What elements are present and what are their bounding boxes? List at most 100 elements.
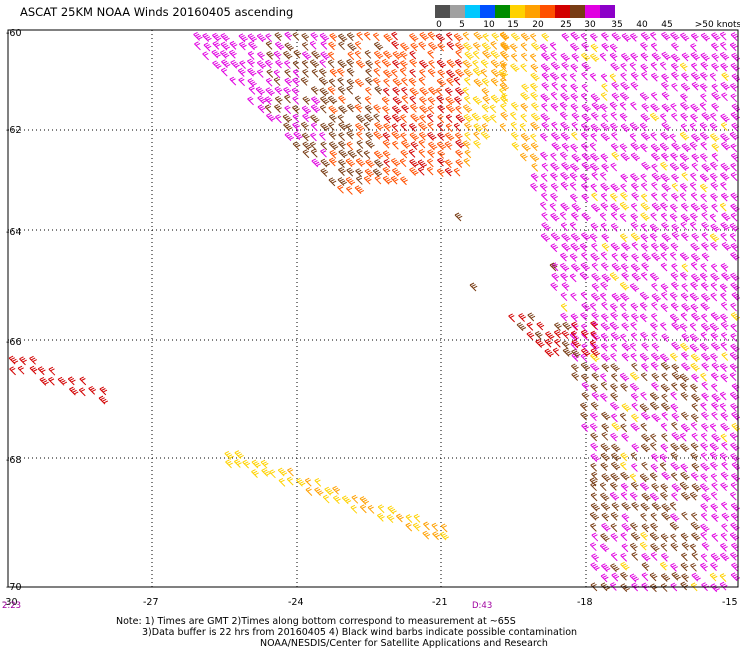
wind-barb — [310, 132, 317, 142]
wind-barb — [559, 151, 568, 161]
wind-barb — [721, 461, 729, 471]
wind-barb — [535, 339, 545, 348]
wind-barb — [501, 93, 509, 102]
wind-barb — [731, 411, 740, 421]
footnote-line-2: 3)Data buffer is 22 hrs from 20160405 4)… — [142, 627, 578, 638]
wind-barb — [274, 86, 283, 96]
wind-barb — [660, 131, 670, 141]
wind-barb — [364, 50, 372, 59]
wind-barb — [591, 102, 601, 111]
wind-barb — [661, 333, 670, 343]
wind-barb — [581, 162, 591, 171]
wind-barb — [719, 573, 727, 582]
wind-barb — [729, 42, 738, 52]
wind-barb — [651, 453, 659, 463]
wind-barb — [660, 533, 669, 543]
wind-barb — [689, 292, 700, 302]
wind-barb — [530, 112, 541, 122]
wind-barb — [719, 452, 728, 462]
wind-barb — [581, 348, 591, 357]
wind-barb — [383, 114, 392, 124]
wind-barb — [266, 113, 276, 122]
wind-barb — [721, 241, 731, 251]
wind-barb — [401, 95, 409, 104]
wind-barb — [601, 563, 611, 573]
wind-barb — [472, 59, 479, 69]
wind-barb — [520, 42, 528, 52]
wind-barb — [410, 141, 419, 151]
wind-barb — [541, 82, 550, 91]
wind-barb — [599, 171, 607, 181]
wind-barb — [690, 442, 699, 452]
legend-swatch — [525, 5, 540, 18]
wind-barb — [709, 442, 720, 452]
wind-barb — [455, 68, 465, 78]
wind-barb — [590, 502, 601, 512]
wind-barb — [560, 52, 570, 62]
wind-barb — [690, 113, 698, 123]
wind-barb — [730, 572, 740, 582]
wind-barb — [690, 303, 699, 313]
wind-barb — [621, 312, 630, 322]
wind-barb — [731, 103, 740, 113]
wind-barb — [730, 192, 739, 202]
wind-barb — [320, 148, 327, 158]
wind-barb — [455, 149, 463, 159]
wind-barb — [620, 183, 627, 193]
wind-barb — [709, 572, 718, 582]
wind-barb — [660, 483, 669, 493]
wind-barb — [630, 321, 638, 331]
wind-barb — [710, 491, 718, 501]
wind-barb — [640, 42, 648, 51]
wind-barb — [730, 93, 738, 103]
wind-barb — [302, 141, 312, 151]
y-tick-label: -60 — [6, 28, 22, 39]
wind-barb — [701, 582, 709, 592]
wind-barb — [710, 133, 720, 142]
wind-barb — [521, 83, 530, 93]
wind-barb — [591, 262, 599, 272]
wind-barb — [427, 149, 435, 158]
wind-barb — [337, 184, 344, 194]
wind-barb — [621, 501, 631, 511]
wind-barb — [679, 62, 688, 72]
wind-barb — [554, 322, 562, 332]
wind-barb — [409, 87, 419, 97]
wind-barb — [570, 31, 580, 41]
wind-barb — [670, 62, 679, 72]
wind-barb — [511, 141, 520, 151]
x-tick-label: -27 — [143, 597, 159, 608]
wind-barb — [670, 542, 679, 552]
wind-barb — [720, 501, 728, 511]
wind-barb — [401, 104, 410, 114]
wind-barb — [471, 112, 482, 122]
wind-barb — [549, 72, 560, 81]
wind-barb — [730, 402, 738, 412]
wind-barb — [410, 103, 418, 113]
wind-barb — [355, 122, 365, 132]
wind-barb — [659, 561, 668, 571]
wind-barb — [591, 372, 600, 382]
wind-barb — [301, 132, 310, 142]
wind-barb — [550, 91, 558, 101]
wind-barb — [309, 40, 317, 50]
wind-barb — [720, 292, 727, 302]
wind-barb — [284, 60, 291, 69]
wind-barb — [589, 423, 598, 432]
wind-barb — [609, 101, 618, 111]
wind-barb — [273, 77, 281, 86]
wind-barb — [580, 32, 588, 42]
wind-barb — [651, 293, 661, 302]
wind-barb — [691, 432, 699, 442]
wind-barb — [462, 59, 473, 69]
wind-barb — [412, 522, 421, 532]
wind-barb — [510, 111, 517, 121]
wind-barb — [601, 32, 609, 41]
wind-barb — [444, 132, 455, 142]
wind-barb — [631, 501, 640, 511]
wind-barb — [620, 461, 627, 471]
wind-barb — [305, 487, 313, 496]
wind-barb — [590, 93, 601, 103]
wind-barb — [367, 504, 375, 514]
wind-barb — [545, 331, 555, 340]
